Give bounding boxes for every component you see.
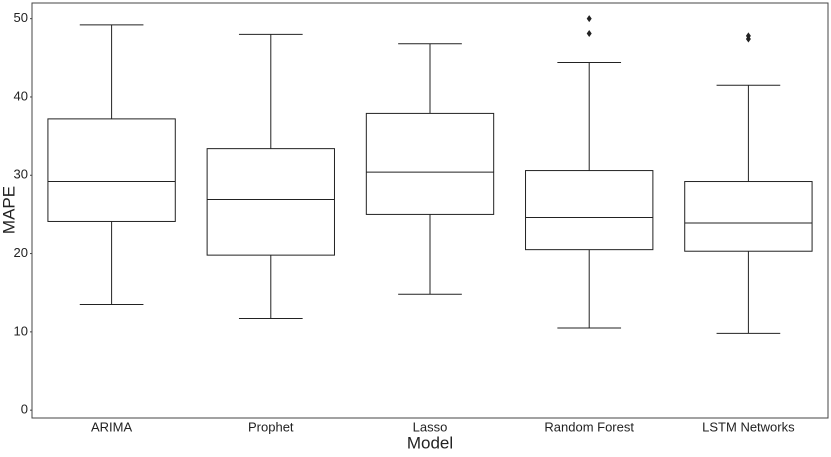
x-axis-label: Model xyxy=(407,433,453,452)
y-axis-label: MAPE xyxy=(0,186,18,234)
box xyxy=(47,118,176,222)
box xyxy=(525,170,654,251)
y-tick-label: 10 xyxy=(14,323,28,338)
outlier xyxy=(745,32,751,40)
x-tick-label: Random Forest xyxy=(544,419,634,434)
plot-frame xyxy=(31,2,829,419)
box xyxy=(684,181,813,252)
outlier xyxy=(586,30,592,38)
box xyxy=(365,112,495,215)
y-tick-label: 50 xyxy=(14,10,28,25)
box xyxy=(206,148,335,256)
x-tick-label: Prophet xyxy=(248,419,294,434)
y-tick-label: 0 xyxy=(21,402,28,417)
outlier xyxy=(586,15,592,23)
y-tick-label: 40 xyxy=(14,88,28,103)
y-tick-label: 20 xyxy=(14,245,28,260)
y-tick-label: 30 xyxy=(14,167,28,182)
x-tick-label: Lasso xyxy=(413,419,448,434)
x-tick-label: ARIMA xyxy=(91,419,133,434)
x-tick-label: LSTM Networks xyxy=(702,419,795,434)
